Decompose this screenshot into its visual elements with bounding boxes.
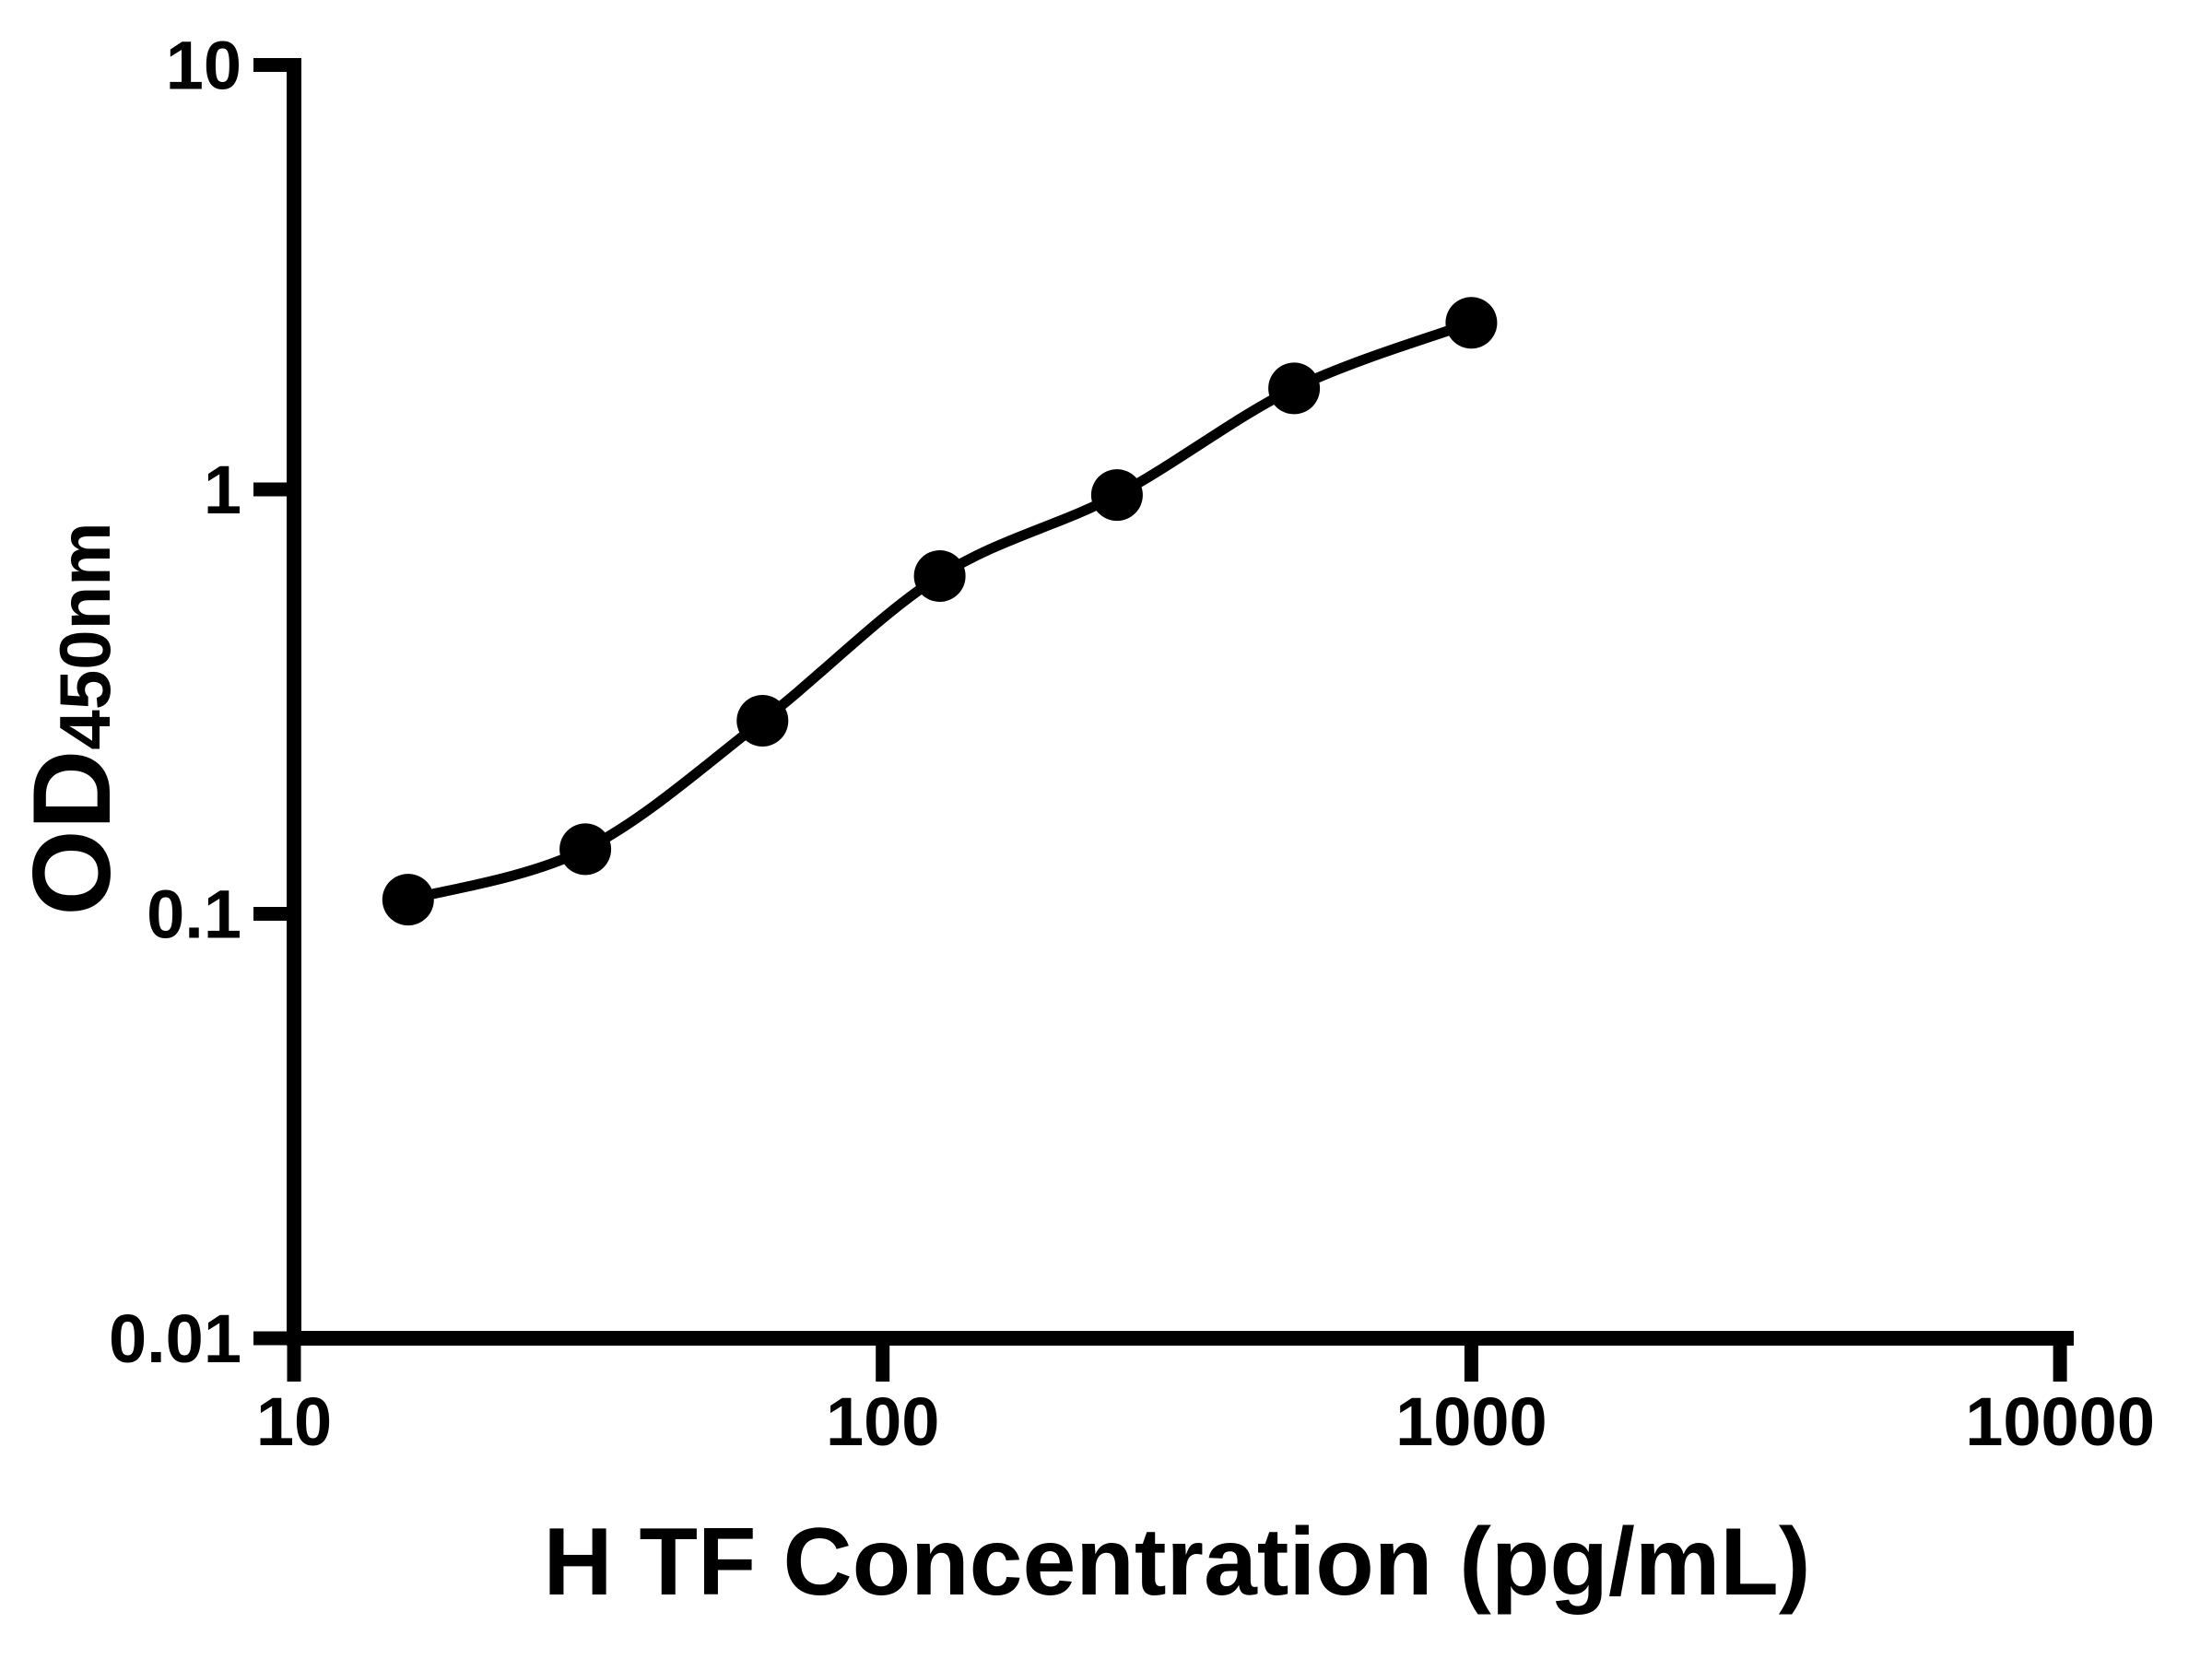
data-point [913, 550, 966, 602]
data-point [736, 695, 789, 747]
data-point [559, 823, 612, 876]
y-axis-title-subscript: 450nm [44, 522, 125, 749]
y-tick-label: 0.01 [109, 1300, 241, 1377]
x-tick-label: 100 [826, 1383, 939, 1460]
standard-curve-line [406, 318, 1474, 905]
y-tick-label: 10 [166, 28, 241, 104]
y-tick-label: 0.1 [147, 877, 241, 953]
data-point [1268, 362, 1321, 415]
x-axis-title: H TF Concentration (pg/mL) [544, 1509, 1811, 1616]
x-tick-label: 1000 [1395, 1383, 1547, 1460]
data-point [1090, 469, 1143, 522]
y-tick-label: 1 [204, 452, 241, 528]
x-tick-label: 10 [256, 1383, 332, 1460]
y-axis-title: OD450nm [10, 522, 134, 915]
data-point [382, 874, 434, 926]
y-axis-title-main: OD [10, 750, 134, 916]
x-tick-label: 10000 [1965, 1383, 2155, 1460]
data-point [1445, 297, 1498, 349]
